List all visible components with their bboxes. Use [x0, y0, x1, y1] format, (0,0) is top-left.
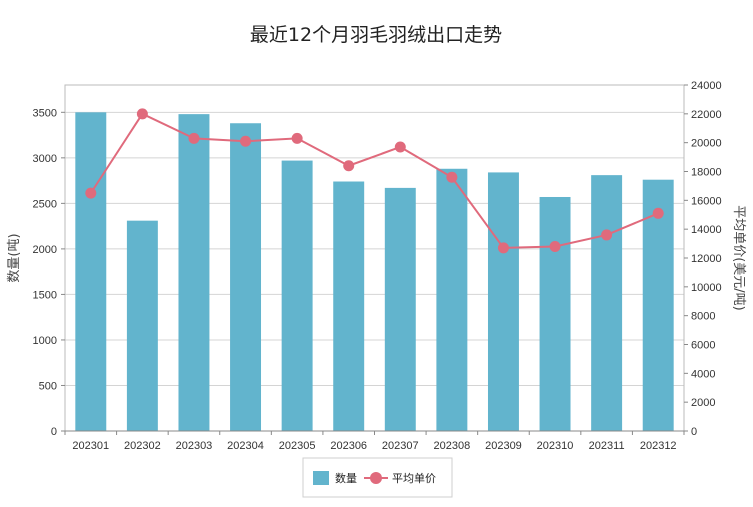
right-tick-label: 0	[691, 426, 697, 438]
bar-202312	[642, 179, 674, 431]
x-tick-label: 202310	[537, 440, 574, 452]
x-tick-label: 202301	[72, 440, 109, 452]
x-tick-label: 202304	[227, 440, 264, 452]
x-tick-label: 202308	[434, 440, 471, 452]
line-point-202309	[497, 242, 509, 254]
right-tick-label: 10000	[691, 282, 722, 294]
line-point-202307	[394, 141, 406, 153]
line-point-202301	[85, 187, 97, 199]
x-tick-label: 202311	[589, 440, 625, 452]
right-tick-label: 6000	[691, 340, 715, 352]
bar-202307	[384, 187, 416, 431]
bar-202306	[333, 181, 365, 431]
line-point-202302	[136, 108, 148, 120]
left-axis-ticks: 0 500 1000 1500 2000 2500 3000 3500	[33, 107, 65, 438]
x-tick-label: 202306	[330, 440, 367, 452]
legend-bar-label: 数量	[335, 472, 357, 485]
bar-202309	[487, 172, 519, 431]
left-tick-label: 0	[51, 426, 57, 438]
left-tick-label: 2000	[33, 244, 57, 256]
line-point-202306	[343, 160, 355, 172]
left-tick-label: 2500	[33, 198, 57, 210]
right-tick-label: 18000	[691, 167, 722, 179]
bar-202304	[230, 123, 262, 432]
bar-202301	[75, 112, 107, 431]
left-axis-label: 数量(吨)	[7, 233, 22, 282]
bar-202310	[539, 196, 571, 431]
right-axis-label: 平均单价(美元/吨)	[731, 205, 746, 311]
right-tick-label: 4000	[691, 368, 715, 380]
right-tick-label: 2000	[691, 397, 715, 409]
x-tick-label: 202312	[640, 440, 677, 452]
line-point-202311	[601, 229, 613, 241]
right-tick-label: 20000	[691, 138, 722, 150]
right-tick-label: 16000	[691, 195, 722, 207]
right-tick-label: 22000	[691, 109, 722, 121]
bar-202308	[436, 168, 468, 431]
line-point-202310	[549, 240, 561, 252]
bar-202311	[591, 175, 623, 431]
left-tick-label: 1500	[33, 289, 57, 301]
legend-bar-swatch	[313, 471, 329, 485]
line-point-202304	[240, 135, 252, 147]
left-tick-label: 500	[39, 380, 57, 392]
x-tick-label: 202303	[176, 440, 213, 452]
line-series	[85, 108, 664, 254]
x-tick-label: 202309	[485, 440, 522, 452]
line-point-202303	[188, 132, 200, 144]
bar-202305	[281, 160, 313, 432]
line-point-202308	[446, 171, 458, 183]
line-point-202305	[291, 132, 303, 144]
bar-series	[75, 112, 674, 432]
x-tick-label: 202307	[382, 440, 419, 452]
left-tick-label: 3000	[33, 153, 57, 165]
right-tick-label: 14000	[691, 224, 722, 236]
right-tick-label: 8000	[691, 311, 715, 323]
grid-lines	[65, 111, 684, 386]
left-tick-label: 1000	[33, 335, 57, 347]
legend: 数量 平均单价	[302, 457, 453, 498]
legend-line-marker	[370, 472, 382, 484]
x-axis-ticks: 202301 202302 202303 202304 202305 202306 2023…	[64, 431, 685, 452]
legend-line-label: 平均单价	[392, 472, 436, 485]
right-axis-ticks: 0 2000 4000 6000 8000 10000 12000 14000 16000 180…	[684, 80, 722, 438]
chart-title: 最近12个月羽毛羽绒出口走势	[250, 24, 502, 46]
bar-202302	[126, 220, 158, 431]
line-point-202312	[652, 207, 664, 219]
x-tick-label: 202305	[279, 440, 316, 452]
x-tick-label: 202302	[124, 440, 161, 452]
line-path	[89, 112, 659, 249]
left-tick-label: 3500	[33, 107, 57, 119]
right-tick-label: 12000	[691, 253, 722, 265]
right-tick-label: 24000	[691, 80, 722, 92]
bar-202303	[178, 114, 210, 431]
